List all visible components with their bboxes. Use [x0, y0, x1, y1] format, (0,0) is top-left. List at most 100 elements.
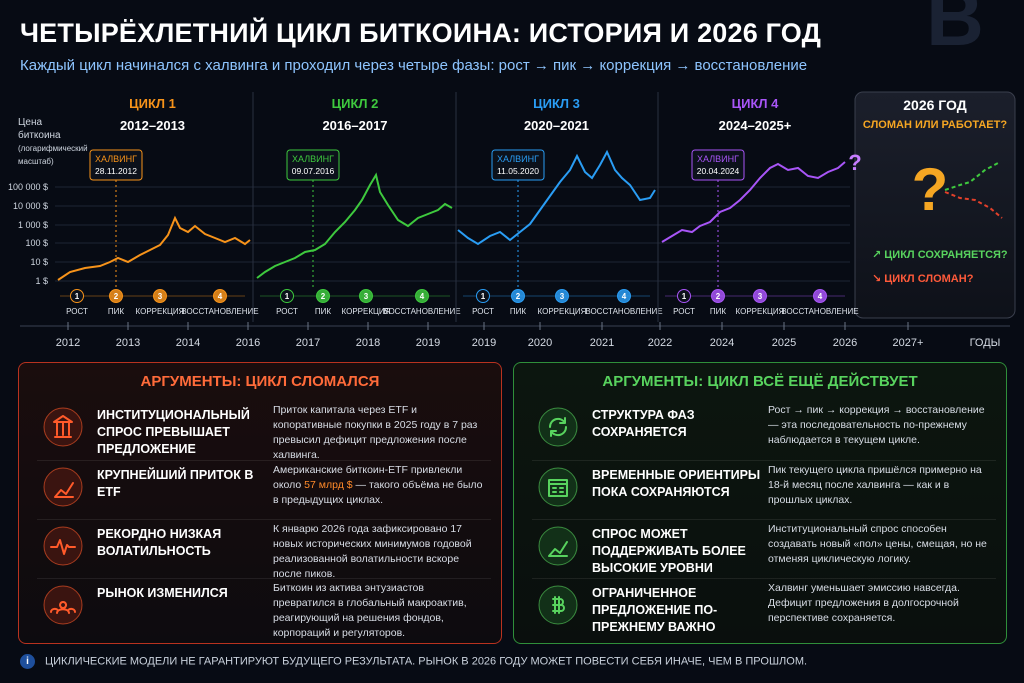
x-tick-label: 2019: [416, 337, 440, 349]
cycle4-question: ?: [848, 150, 861, 175]
phase-name: КОРРЕКЦИЯ: [736, 307, 785, 316]
phase-name: РОСТ: [276, 307, 298, 316]
argument-text: Институциональный спрос способен создава…: [768, 522, 992, 567]
phase-circle: [476, 289, 490, 303]
cycle-years: 2012–2013: [120, 118, 185, 133]
argument-text-part: Институциональный спрос способен создава…: [768, 523, 987, 565]
argument-text: Пик текущего цикла пришёлся примерно на …: [768, 463, 992, 508]
x-tick-label: 2014: [176, 337, 200, 349]
halving-label: ХАЛВИНГ: [497, 154, 539, 164]
phase-circle: [813, 289, 827, 303]
halving-box: [286, 149, 340, 181]
icon-bg: [43, 467, 83, 507]
panel-title: 2026 ГОД: [903, 97, 966, 113]
halving-date: 20.04.2024: [697, 166, 740, 176]
phase-circle: [153, 289, 167, 303]
panel-title: АРГУМЕНТЫ: ЦИКЛ СЛОМАЛСЯ: [140, 373, 380, 390]
phase-number: 4: [818, 292, 823, 301]
argument-title: ВРЕМЕННЫЕ ОРИЕНТИРЫ ПОКА СОХРАНЯЮТСЯ: [592, 468, 761, 499]
argument-row: ИНСТИТУЦИОНАЛЬНЫЙ СПРОС ПРЕВЫШАЕТ ПРЕДЛО…: [37, 401, 491, 461]
title: ЧЕТЫРЁХЛЕТНИЙ ЦИКЛ БИТКОИНА: ИСТОРИЯ И 2…: [20, 18, 822, 48]
icon-glyph: [50, 539, 76, 555]
price-curve: [256, 172, 453, 279]
phase-circle: [555, 289, 569, 303]
argument-text: Американские биткоин-ETF привлекли около…: [273, 463, 487, 508]
y-tick-label: 100 $: [25, 238, 48, 248]
halving-date: 28.11.2012: [95, 166, 137, 176]
argument-title: ОГРАНИЧЕННОЕ ПРЕДЛОЖЕНИЕ ПО-ПРЕЖНЕМУ ВАЖ…: [592, 586, 718, 634]
icon-bg: [43, 526, 83, 566]
argument-icon: [43, 585, 83, 625]
x-tick-label: 2016: [236, 337, 260, 349]
y-tick-label: 1 $: [35, 276, 48, 286]
up-arrow: [944, 161, 1001, 191]
phase-name: КОРРЕКЦИЯ: [342, 307, 391, 316]
phase-name: ПИК: [510, 307, 527, 316]
phase-circle: [711, 289, 725, 303]
x-tick-label: 2022: [648, 337, 672, 349]
icon-glyph: [54, 482, 74, 498]
phase-name: КОРРЕКЦИЯ: [136, 307, 185, 316]
argument-row: СПРОС МОЖЕТ ПОДДЕРЖИВАТЬ БОЛЕЕ ВЫСОКИЕ У…: [532, 519, 996, 575]
argument-text-part: Американские биткоин-ETF привлекли около: [273, 464, 463, 491]
icon-glyph: [53, 415, 73, 438]
phase-name: ПИК: [315, 307, 332, 316]
price-curve: [57, 215, 251, 281]
icon-glyph: [548, 479, 568, 497]
cycle-chart: B 2026 ГОД СЛОМАН ИЛИ РАБОТАЕТ? ? ↗ ЦИКЛ…: [8, 0, 1016, 349]
argument-title: СПРОС МОЖЕТ ПОДДЕРЖИВАТЬ БОЛЕЕ ВЫСОКИЕ У…: [592, 527, 746, 575]
argument-text-part: Рост → пик → коррекция → восстановление …: [768, 404, 985, 446]
phase-number: 2: [114, 292, 119, 301]
argument-text-part: Халвинг уменьшает эмиссию навсегда. Дефи…: [768, 582, 960, 624]
icon-bg: [538, 407, 578, 447]
phase-name: ВОССТАНОВЛЕНИЕ: [383, 307, 460, 316]
argument-title: ИНСТИТУЦИОНАЛЬНЫЙ СПРОС ПРЕВЫШАЕТ ПРЕДЛО…: [97, 408, 250, 456]
panel-title: АРГУМЕНТЫ: ЦИКЛ ВСЁ ЕЩЁ ДЕЙСТВУЕТ: [602, 373, 918, 390]
phase-circle: [359, 289, 373, 303]
y-label: масштаб): [18, 157, 54, 166]
panel-subtitle: СЛОМАН ИЛИ РАБОТАЕТ?: [863, 119, 1007, 131]
phase-number: 4: [218, 292, 223, 301]
cycle-years: 2020–2021: [524, 118, 589, 133]
argument-text-part: Биткоин из актива энтузиастов превратилс…: [273, 582, 467, 639]
phase-number: 4: [420, 292, 425, 301]
x-tick-label: 2021: [590, 337, 614, 349]
phase-name: ВОССТАНОВЛЕНИЕ: [181, 307, 258, 316]
y-tick-label: 100 000 $: [8, 182, 48, 192]
phase-circle: [677, 289, 691, 303]
y-label: Цена: [18, 117, 42, 128]
argument-title: РЫНОК ИЗМЕНИЛСЯ: [97, 586, 228, 600]
x-tick-label: 2017: [296, 337, 320, 349]
argument-icon: [538, 407, 578, 447]
argument-row: ОГРАНИЧЕННОЕ ПРЕДЛОЖЕНИЕ ПО-ПРЕЖНЕМУ ВАЖ…: [532, 578, 996, 634]
phase-number: 3: [758, 292, 763, 301]
argument-text-part: Пик текущего цикла пришёлся примерно на …: [768, 464, 982, 506]
argument-icon: [43, 526, 83, 566]
phase-number: 3: [158, 292, 163, 301]
argument-row: РЫНОК ИЗМЕНИЛСЯ Биткоин из актива энтузиа…: [37, 578, 491, 639]
argument-icon: [538, 526, 578, 566]
phase-name: РОСТ: [673, 307, 695, 316]
icon-bg: [43, 585, 83, 625]
cycle-label: ЦИКЛ 3: [533, 96, 580, 111]
footer: i ЦИКЛИЧЕСКИЕ МОДЕЛИ НЕ ГАРАНТИРУЮТ БУДУЩ…: [20, 654, 807, 669]
phase-name: РОСТ: [472, 307, 494, 316]
cycle-label: ЦИКЛ 2: [332, 96, 379, 111]
phase-name: РОСТ: [66, 307, 88, 316]
panel-2026: [854, 91, 1016, 319]
phase-circle: [70, 289, 84, 303]
phase-circle: [109, 289, 123, 303]
phase-circle: [415, 289, 429, 303]
subtitle: Каждый цикл начинался с халвинга и прохо…: [20, 57, 808, 74]
argument-row: РЕКОРДНО НИЗКАЯ ВОЛАТИЛЬНОСТЬ К январю 20…: [37, 519, 491, 580]
argument-row: ВРЕМЕННЫЕ ОРИЕНТИРЫ ПОКА СОХРАНЯЮТСЯ Пик …: [532, 460, 996, 513]
phase-name: ВОССТАНОВЛЕНИЕ: [585, 307, 662, 316]
phase-name: ВОССТАНОВЛЕНИЕ: [781, 307, 858, 316]
argument-text: Рост → пик → коррекция → восстановление …: [768, 403, 992, 448]
option-broken: ↘ ЦИКЛ СЛОМАН?: [872, 273, 974, 285]
phase-number: 3: [560, 292, 565, 301]
halving-label: ХАЛВИНГ: [95, 154, 137, 164]
argument-icon: [538, 467, 578, 507]
argument-text-part: Приток капитала через ETF и копоративные…: [273, 404, 478, 461]
y-tick-label: 10 $: [30, 257, 48, 267]
